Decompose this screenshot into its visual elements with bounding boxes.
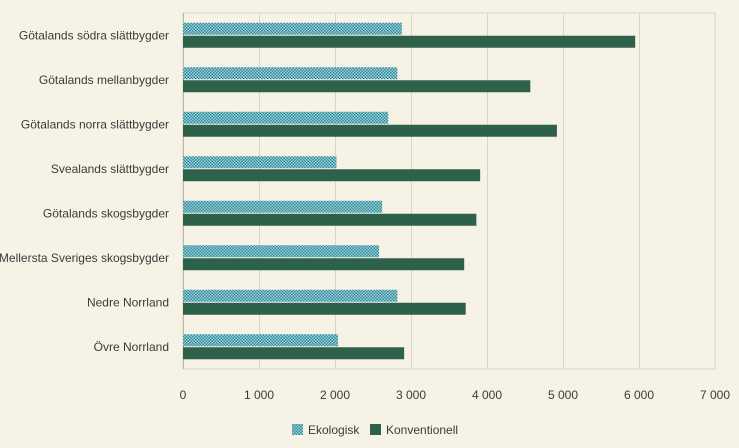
category-labels: Götalands södra slättbygder Götalands mel… <box>0 28 169 354</box>
bar-konventionell <box>183 258 465 271</box>
x-tick-label: 7 000 <box>700 388 730 402</box>
bars <box>183 22 636 360</box>
x-tick-label: 5 000 <box>548 388 578 402</box>
gridlines <box>183 13 640 369</box>
category-label: Övre Norrland <box>94 340 169 354</box>
x-tick-label: 4 000 <box>472 388 502 402</box>
legend-swatch <box>292 424 303 435</box>
bar-ekologisk <box>183 334 339 347</box>
bar-konventionell <box>183 169 481 182</box>
x-tick-label: 1 000 <box>244 388 274 402</box>
bar-konventionell <box>183 302 466 315</box>
legend-label: Ekologisk <box>308 423 360 437</box>
bar-konventionell <box>183 80 531 93</box>
category-label: Svealands slättbygder <box>51 162 169 176</box>
category-label: Nedre Norrland <box>87 295 169 309</box>
legend: Ekologisk Konventionell <box>292 423 458 437</box>
category-label: Götalands norra slättbygder <box>21 117 169 131</box>
legend-swatch <box>370 424 381 435</box>
category-label: Götalands södra slättbygder <box>19 28 169 42</box>
x-tick-label: 3 000 <box>396 388 426 402</box>
bar-konventionell <box>183 35 636 48</box>
bar-ekologisk <box>183 245 380 258</box>
x-tick-label: 2 000 <box>320 388 350 402</box>
bar-konventionell <box>183 347 405 360</box>
bar-ekologisk <box>183 156 337 169</box>
bar-konventionell <box>183 124 557 137</box>
x-tick-label: 0 <box>180 388 187 402</box>
bar-ekologisk <box>183 289 398 302</box>
category-label: Götalands skogsbygder <box>43 206 169 220</box>
x-tick-label: 6 000 <box>624 388 654 402</box>
category-label: Mellersta Sveriges skogsbygder <box>0 251 169 265</box>
category-label: Götalands mellanbygder <box>39 73 169 87</box>
bar-ekologisk <box>183 200 383 213</box>
plot-area <box>182 12 716 370</box>
bar-konventionell <box>183 213 477 226</box>
bar-ekologisk <box>183 111 389 124</box>
bar-ekologisk <box>183 22 402 35</box>
bar-ekologisk <box>183 67 398 80</box>
legend-label: Konventionell <box>386 423 458 437</box>
x-tick-labels: 0 1 000 2 000 3 000 4 000 5 000 6 000 7 000 <box>180 388 731 402</box>
